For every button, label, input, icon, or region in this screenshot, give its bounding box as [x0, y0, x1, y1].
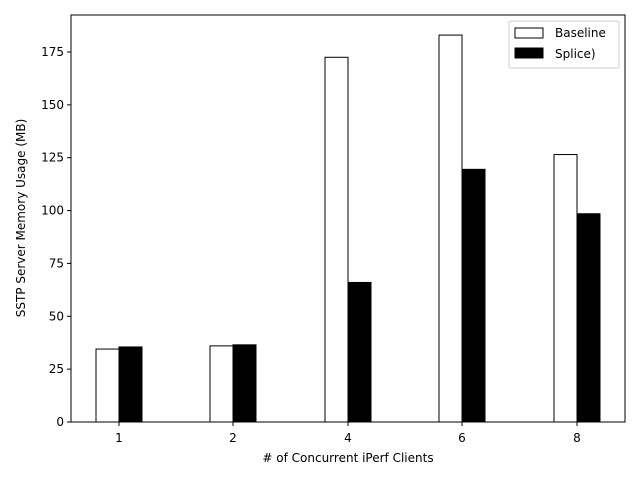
bar-splice-4 [347, 281, 372, 423]
legend: Baseline Splice) [508, 20, 620, 69]
x-tick-label: 4 [344, 431, 352, 445]
legend-swatch-splice [514, 47, 544, 59]
x-tick-label: 1 [115, 431, 123, 445]
x-tick-label: 2 [229, 431, 237, 445]
bar-baseline-8 [553, 154, 578, 423]
legend-label-splice: Splice) [555, 47, 596, 61]
y-axis: 0 25 50 75 100 125 150 175 [41, 45, 71, 429]
y-tick-label: 100 [41, 204, 64, 218]
bar-baseline-1 [95, 348, 120, 423]
y-tick-label: 75 [49, 256, 64, 270]
bar-baseline-6 [438, 34, 463, 423]
y-tick-label: 125 [41, 151, 64, 165]
y-tick-label: 25 [49, 362, 64, 376]
x-tick-label: 8 [573, 431, 581, 445]
x-axis: 1 2 4 6 8 [115, 422, 581, 445]
bar-splice-6 [461, 168, 486, 423]
legend-label-baseline: Baseline [555, 26, 606, 40]
y-tick-label: 175 [41, 45, 64, 59]
bar-splice-1 [118, 346, 143, 423]
y-axis-label: SSTP Server Memory Usage (MB) [14, 119, 28, 318]
y-tick-label: 50 [49, 309, 64, 323]
bar-splice-8 [576, 213, 601, 423]
bars-group [95, 34, 601, 423]
legend-swatch-baseline [514, 27, 544, 39]
y-tick-label: 0 [56, 415, 64, 429]
bar-baseline-4 [324, 56, 349, 423]
bar-baseline-2 [209, 345, 234, 423]
x-tick-label: 6 [458, 431, 466, 445]
bar-splice-2 [232, 344, 257, 423]
x-axis-label: # of Concurrent iPerf Clients [262, 451, 433, 465]
y-tick-label: 150 [41, 98, 64, 112]
